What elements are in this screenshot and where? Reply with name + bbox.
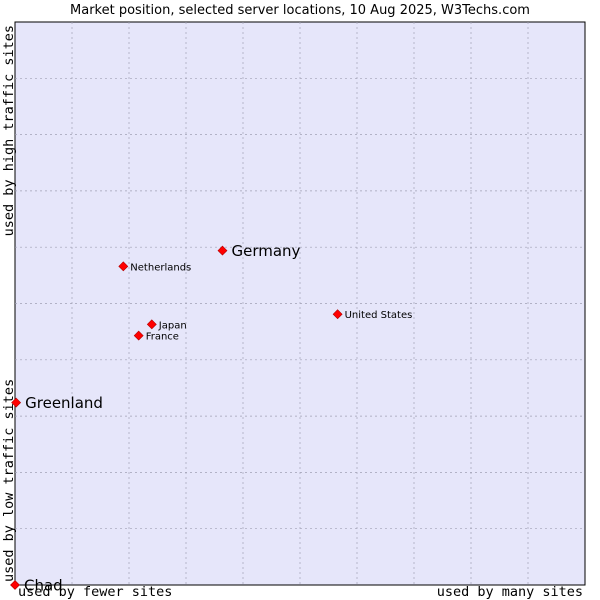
data-point-chad: Chad [10, 577, 63, 595]
chart-title: Market position, selected server locatio… [70, 3, 530, 18]
grid-lines [15, 22, 585, 585]
data-point-united-states: United States [332, 309, 413, 321]
y-axis-label-top: used by high traffic sites [1, 25, 17, 236]
x-axis-label-left: used by fewer sites [18, 584, 172, 600]
point-marker [118, 261, 129, 272]
point-marker [332, 309, 343, 320]
y-axis-label-bottom: used by low traffic sites [1, 379, 17, 582]
data-point-greenland: Greenland [11, 394, 103, 412]
data-point-japan: Japan [146, 319, 187, 331]
point-label: France [146, 332, 179, 343]
data-points: Germany Netherlands United States JapanFran… [10, 242, 413, 595]
point-marker [217, 245, 228, 256]
point-label: Germany [231, 242, 300, 260]
x-axis-label-right: used by many sites [437, 584, 583, 600]
point-label: Netherlands [130, 262, 191, 273]
point-label: Chad [24, 577, 63, 595]
point-label: Japan [158, 320, 187, 331]
point-marker [133, 330, 144, 341]
point-marker [11, 397, 22, 408]
data-point-germany: Germany [217, 242, 301, 260]
data-point-france: France [133, 330, 179, 343]
point-label: Greenland [25, 394, 103, 412]
point-label: United States [345, 310, 413, 321]
point-marker [146, 319, 157, 330]
point-marker [10, 580, 20, 590]
data-point-netherlands: Netherlands [118, 261, 191, 273]
